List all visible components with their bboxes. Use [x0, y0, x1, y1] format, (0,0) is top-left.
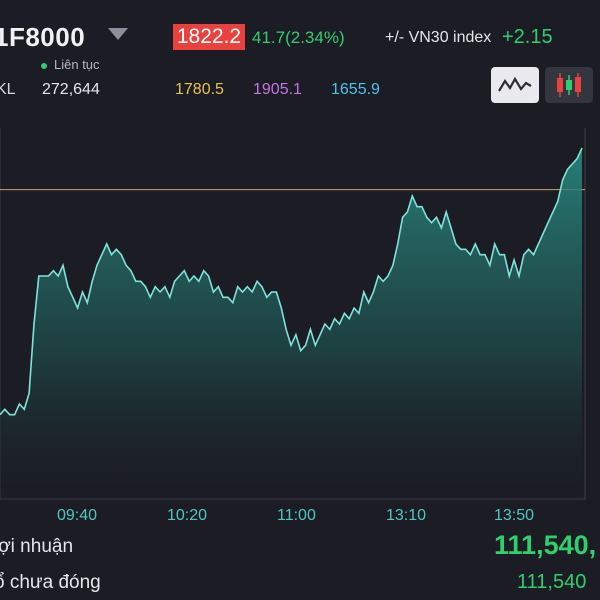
line-chart-button[interactable] [491, 67, 539, 103]
volume-label: KL [0, 81, 16, 98]
index-change: +2.15 [502, 26, 553, 48]
price-area [0, 148, 582, 499]
time-tick: 11:00 [277, 507, 316, 524]
profit-value: 111,540, [494, 530, 597, 560]
index-label: +/- VN30 index [385, 29, 492, 46]
candlestick-button[interactable] [545, 67, 593, 103]
price-line [0, 147, 583, 416]
floor-price: 1655.9 [331, 81, 380, 98]
time-tick: 10:20 [167, 507, 208, 524]
price-chart[interactable] [0, 128, 600, 500]
time-tick: 09:40 [57, 507, 98, 524]
open-position-value: 111,540 [517, 571, 587, 593]
time-tick: 13:50 [494, 507, 535, 524]
last-price: 1822.2 [173, 24, 245, 50]
profit-label: lợi nhuận [0, 536, 74, 557]
contract-symbol[interactable]: 1F8000 [0, 22, 86, 52]
price-change: 41.7(2.34%) [252, 28, 345, 47]
candlestick-icon [557, 73, 581, 97]
reference-price: 1780.5 [175, 81, 224, 98]
ceiling-price: 1905.1 [253, 81, 302, 98]
status-dot-icon [41, 63, 47, 69]
line-chart-icon [498, 76, 532, 92]
time-tick: 13:10 [386, 507, 427, 524]
volume-value: 272,644 [42, 81, 100, 98]
open-position-label: ổ chưa đóng [0, 572, 101, 593]
chevron-down-icon[interactable] [108, 28, 128, 40]
session-status: Liên tục [54, 57, 100, 72]
